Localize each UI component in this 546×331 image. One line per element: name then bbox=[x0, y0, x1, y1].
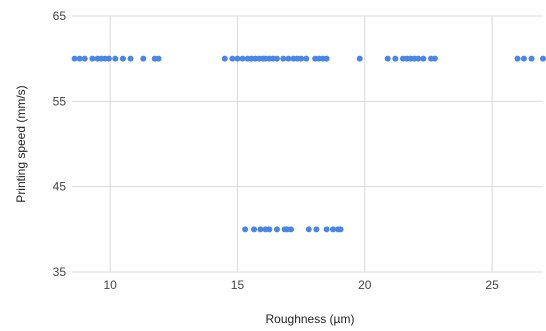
data-point bbox=[119, 55, 126, 62]
data-point bbox=[514, 55, 521, 62]
data-point bbox=[287, 226, 294, 233]
x-tick-label: 15 bbox=[231, 278, 245, 292]
data-point bbox=[105, 55, 112, 62]
data-point bbox=[313, 226, 320, 233]
data-point bbox=[251, 226, 258, 233]
data-point bbox=[89, 55, 96, 62]
data-point bbox=[112, 55, 119, 62]
data-points bbox=[71, 55, 546, 233]
data-point bbox=[81, 55, 88, 62]
data-point bbox=[234, 55, 241, 62]
data-point bbox=[257, 226, 264, 233]
tick-labels: 35 45 55 65 10 15 20 25 bbox=[53, 9, 499, 292]
data-point bbox=[540, 55, 546, 62]
data-point bbox=[528, 55, 535, 62]
data-point bbox=[140, 55, 147, 62]
data-point bbox=[337, 226, 344, 233]
data-point bbox=[431, 55, 438, 62]
data-point bbox=[76, 55, 83, 62]
data-point bbox=[323, 226, 330, 233]
data-point bbox=[520, 55, 527, 62]
x-tick-label: 10 bbox=[104, 278, 118, 292]
y-tick-label: 55 bbox=[53, 94, 67, 108]
data-point bbox=[384, 55, 391, 62]
x-axis-title: Roughness (µm) bbox=[266, 312, 355, 326]
data-point bbox=[420, 55, 427, 62]
y-axis-title: Printing speed (mm/s) bbox=[14, 85, 28, 202]
gridlines bbox=[72, 15, 543, 273]
data-point bbox=[305, 226, 312, 233]
data-point bbox=[285, 55, 292, 62]
data-point bbox=[415, 55, 422, 62]
data-point bbox=[239, 55, 246, 62]
data-point bbox=[71, 55, 78, 62]
data-point bbox=[329, 226, 336, 233]
data-point bbox=[298, 55, 305, 62]
x-tick-label: 25 bbox=[485, 278, 499, 292]
data-point bbox=[273, 226, 280, 233]
data-point bbox=[356, 55, 363, 62]
y-tick-label: 45 bbox=[53, 180, 67, 194]
data-point bbox=[266, 226, 273, 233]
data-point bbox=[303, 55, 310, 62]
data-point bbox=[155, 55, 162, 62]
data-point bbox=[273, 55, 280, 62]
data-point bbox=[242, 226, 249, 233]
data-point bbox=[392, 55, 399, 62]
data-point bbox=[229, 55, 236, 62]
data-point bbox=[221, 55, 228, 62]
x-tick-label: 20 bbox=[358, 278, 372, 292]
data-point bbox=[323, 55, 330, 62]
y-tick-label: 35 bbox=[53, 265, 67, 279]
data-point bbox=[127, 55, 134, 62]
y-tick-label: 65 bbox=[53, 9, 67, 23]
data-point bbox=[280, 55, 287, 62]
